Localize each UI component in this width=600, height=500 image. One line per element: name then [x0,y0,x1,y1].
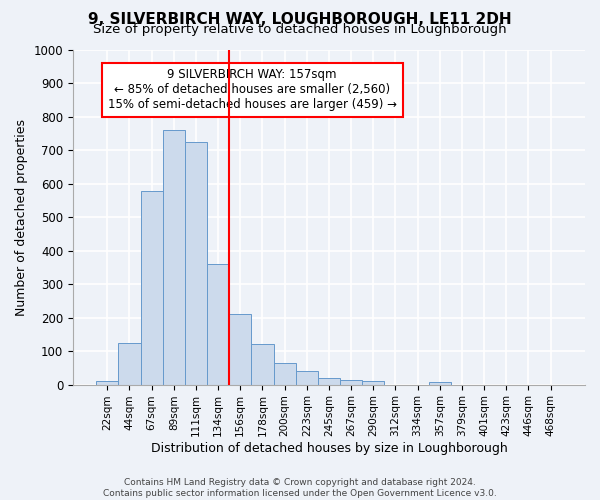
Text: Contains HM Land Registry data © Crown copyright and database right 2024.
Contai: Contains HM Land Registry data © Crown c… [103,478,497,498]
Bar [96,380,118,384]
Bar [118,343,140,384]
Bar [296,371,318,384]
Bar [340,380,362,384]
Bar [140,191,163,384]
Bar [229,314,251,384]
Bar [185,142,207,384]
Text: Size of property relative to detached houses in Loughborough: Size of property relative to detached ho… [93,22,507,36]
Bar [207,264,229,384]
Bar [429,382,451,384]
Text: 9 SILVERBIRCH WAY: 157sqm
← 85% of detached houses are smaller (2,560)
15% of se: 9 SILVERBIRCH WAY: 157sqm ← 85% of detac… [107,68,397,112]
Bar [318,378,340,384]
Bar [163,130,185,384]
Text: 9, SILVERBIRCH WAY, LOUGHBOROUGH, LE11 2DH: 9, SILVERBIRCH WAY, LOUGHBOROUGH, LE11 2… [88,12,512,28]
Bar [274,363,296,384]
Bar [251,344,274,385]
Y-axis label: Number of detached properties: Number of detached properties [15,119,28,316]
X-axis label: Distribution of detached houses by size in Loughborough: Distribution of detached houses by size … [151,442,508,455]
Bar [362,382,385,384]
